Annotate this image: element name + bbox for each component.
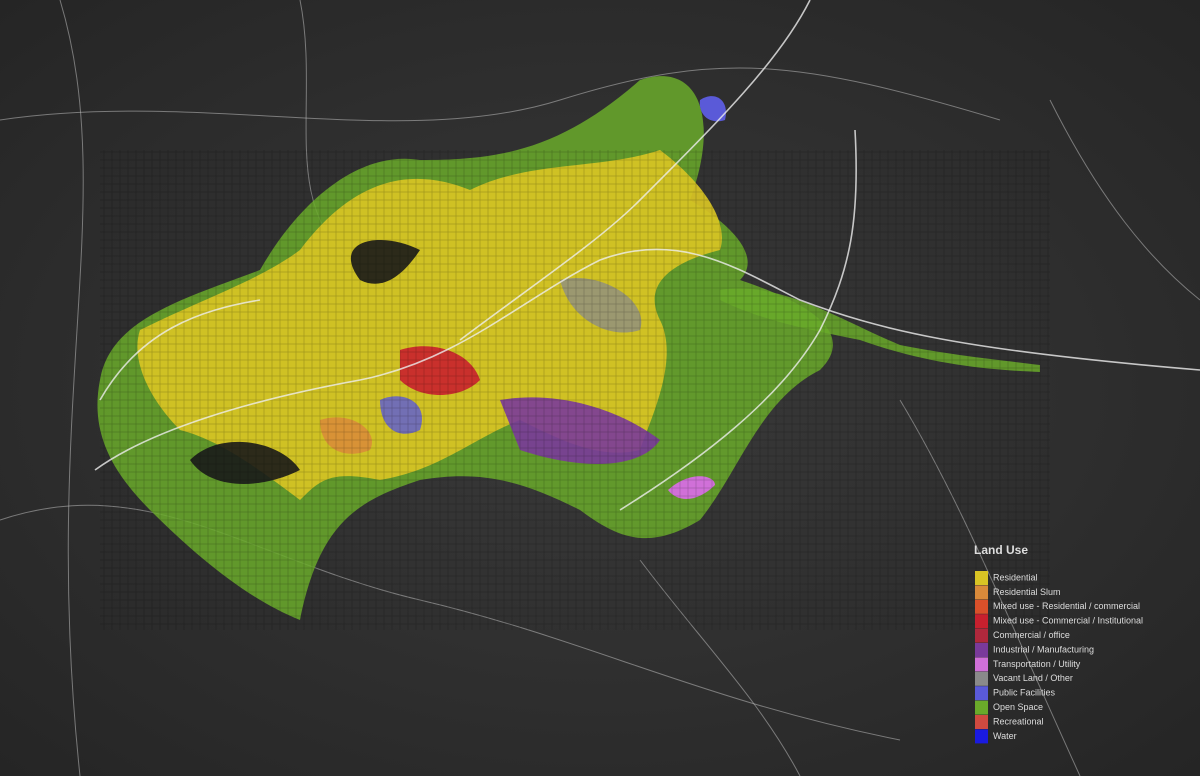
legend-label: Water [993, 731, 1017, 741]
legend-label: Residential Slum [993, 587, 1061, 597]
legend-swatch [975, 643, 988, 657]
highway [94, 248, 1200, 471]
legend-label: Open Space [993, 702, 1043, 712]
legend-swatch [975, 628, 988, 643]
road [0, 67, 1001, 122]
land-use-areas [97, 76, 1050, 630]
highway [99, 299, 261, 401]
legend-label: Transportation / Utility [993, 659, 1081, 669]
legend-swatch [975, 671, 988, 686]
legend-swatch [975, 585, 988, 600]
legend-label: Mixed use - Residential / commercial [993, 601, 1140, 611]
legend-swatch [975, 571, 988, 585]
public-area [699, 96, 726, 122]
legend-swatch [975, 599, 988, 614]
main-roads [94, 0, 1200, 511]
road [1049, 99, 1200, 301]
legend-swatch [975, 657, 988, 672]
legend-label: Recreational [993, 716, 1044, 726]
legend-label: Residential [993, 572, 1038, 582]
cell-grid [100, 150, 1050, 630]
legend-swatch [975, 686, 988, 701]
highway [619, 129, 857, 511]
legend-swatch [975, 614, 988, 629]
legend-label: Commercial / office [993, 630, 1070, 640]
legend-label: Industrial / Manufacturing [993, 644, 1094, 654]
highway [459, 0, 811, 341]
road [59, 0, 84, 776]
legend: Land Use Residential Residential Slum Mixe… [974, 543, 1143, 744]
legend-title: Land Use [974, 543, 1028, 557]
legend-swatch [975, 715, 988, 729]
legend-label: Vacant Land / Other [993, 673, 1073, 683]
legend-swatch [975, 700, 988, 715]
legend-label: Public Facilities [993, 688, 1056, 698]
legend-swatch [975, 729, 988, 744]
legend-label: Mixed use - Commercial / Institutional [993, 616, 1143, 626]
